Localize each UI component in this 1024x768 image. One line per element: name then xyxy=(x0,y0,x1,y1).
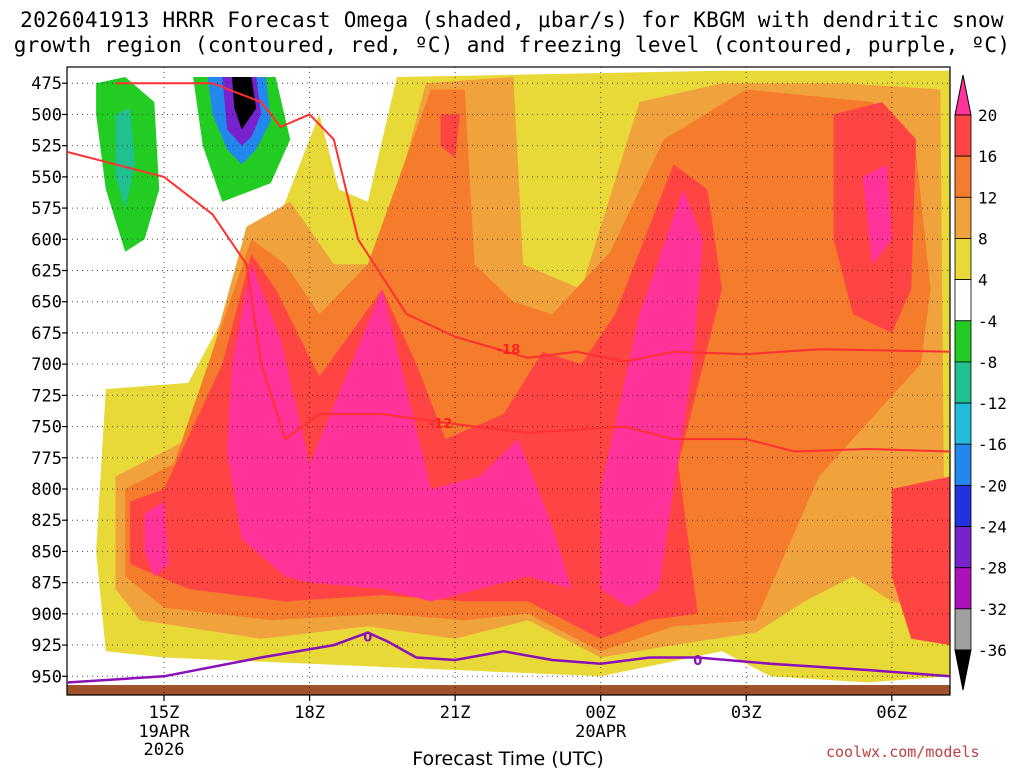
y-tick-label: 775 xyxy=(31,449,62,469)
colorbar-label: -28 xyxy=(978,559,1007,578)
colorbar-top-triangle xyxy=(954,74,972,116)
colorbar-bin xyxy=(954,238,972,281)
y-tick-label: 800 xyxy=(31,480,62,500)
x-tick-label: 15Z xyxy=(149,703,180,723)
y-tick-label: 950 xyxy=(31,667,62,687)
dgz-contour--12 xyxy=(67,150,950,453)
x-tick-label: 21Z xyxy=(440,703,471,723)
y-tick-label: 600 xyxy=(31,230,62,250)
colorbar-bin xyxy=(954,196,972,239)
colorbar-bin xyxy=(954,484,972,527)
omega-region-strong-descent-core xyxy=(232,77,257,130)
omega-region-ascent-20-upper-right xyxy=(862,164,892,265)
colorbar-label: 20 xyxy=(978,106,997,125)
plot-frame xyxy=(66,66,951,696)
colorbar-bin xyxy=(954,443,972,486)
omega-region-ascent-16-lower-right xyxy=(891,476,950,646)
chart-title-line-1: 2026041913 HRRR Forecast Omega (shaded, … xyxy=(20,8,1004,32)
colorbar-bin xyxy=(954,402,972,445)
colorbar-label: -4 xyxy=(978,312,997,331)
y-tick-label: 925 xyxy=(31,636,62,656)
colorbar-label: -36 xyxy=(978,641,1007,660)
y-tick-label: 875 xyxy=(31,574,62,594)
x-tick-label: 03Z xyxy=(731,703,762,723)
y-tick-label: 575 xyxy=(31,199,62,219)
colorbar-bottom-triangle xyxy=(954,649,972,691)
x-tick-date-label: 20APR xyxy=(575,722,627,742)
y-tick-label: 625 xyxy=(31,262,62,282)
colorbar-label: 12 xyxy=(978,188,997,207)
colorbar-bin xyxy=(954,279,972,322)
freezing-level-label: 0 xyxy=(693,654,702,669)
y-tick-label: 700 xyxy=(31,355,62,375)
y-tick-label: 650 xyxy=(31,293,62,313)
y-tick-label: 675 xyxy=(31,324,62,344)
colorbar-label: -32 xyxy=(978,600,1007,619)
colorbar-label: -16 xyxy=(978,435,1007,454)
colorbar-bin xyxy=(954,526,972,569)
omega-region-ascent-20 xyxy=(227,264,572,602)
colorbar-label: 16 xyxy=(978,147,997,166)
colorbar-label: -12 xyxy=(978,394,1007,413)
x-tick-label: 00Z xyxy=(585,703,616,723)
terrain-band xyxy=(67,685,950,695)
omega-region-ascent-20-right xyxy=(600,189,703,608)
y-tick-label: 850 xyxy=(31,542,62,562)
y-tick-label: 750 xyxy=(31,418,62,438)
dgz-contour--18 xyxy=(115,82,950,363)
colorbar-bin xyxy=(954,608,972,651)
freezing-level-label: 0 xyxy=(363,630,372,645)
colorbar-bin xyxy=(954,114,972,157)
colorbar-label: -8 xyxy=(978,353,997,372)
colorbar-bin xyxy=(954,320,972,363)
x-tick-label: 18Z xyxy=(294,703,325,723)
colorbar-label: -24 xyxy=(978,518,1007,537)
y-tick-label: 725 xyxy=(31,386,62,406)
colorbar-bin xyxy=(954,155,972,198)
y-tick-label: 550 xyxy=(31,168,62,188)
colorbar-label: 8 xyxy=(978,229,988,248)
x-axis-title: Forecast Time (UTC) xyxy=(412,748,603,768)
omega-region-upper-left-descent-core xyxy=(115,108,135,209)
y-tick-label: 525 xyxy=(31,137,62,157)
colorbar-label: 4 xyxy=(978,271,988,290)
x-tick-label: 06Z xyxy=(876,703,907,723)
site-credit[interactable]: coolwx.com/models xyxy=(826,743,980,761)
colorbar-bin xyxy=(954,361,972,404)
colorbar-bin xyxy=(954,567,972,610)
y-tick-label: 500 xyxy=(31,105,62,125)
y-tick-label: 475 xyxy=(31,74,62,94)
x-tick-date-label: 19APR xyxy=(138,722,190,742)
freezing-level-contour xyxy=(67,631,950,684)
dgz-contour-label: -12 xyxy=(429,417,453,432)
x-tick-year-label: 2026 xyxy=(144,740,185,760)
dgz-contour-label: -18 xyxy=(497,343,521,358)
chart-title-line-2: growth region (contoured, red, ºC) and f… xyxy=(13,33,1011,57)
colorbar-label: -20 xyxy=(978,476,1007,495)
y-tick-label: 825 xyxy=(31,511,62,531)
y-tick-label: 900 xyxy=(31,605,62,625)
